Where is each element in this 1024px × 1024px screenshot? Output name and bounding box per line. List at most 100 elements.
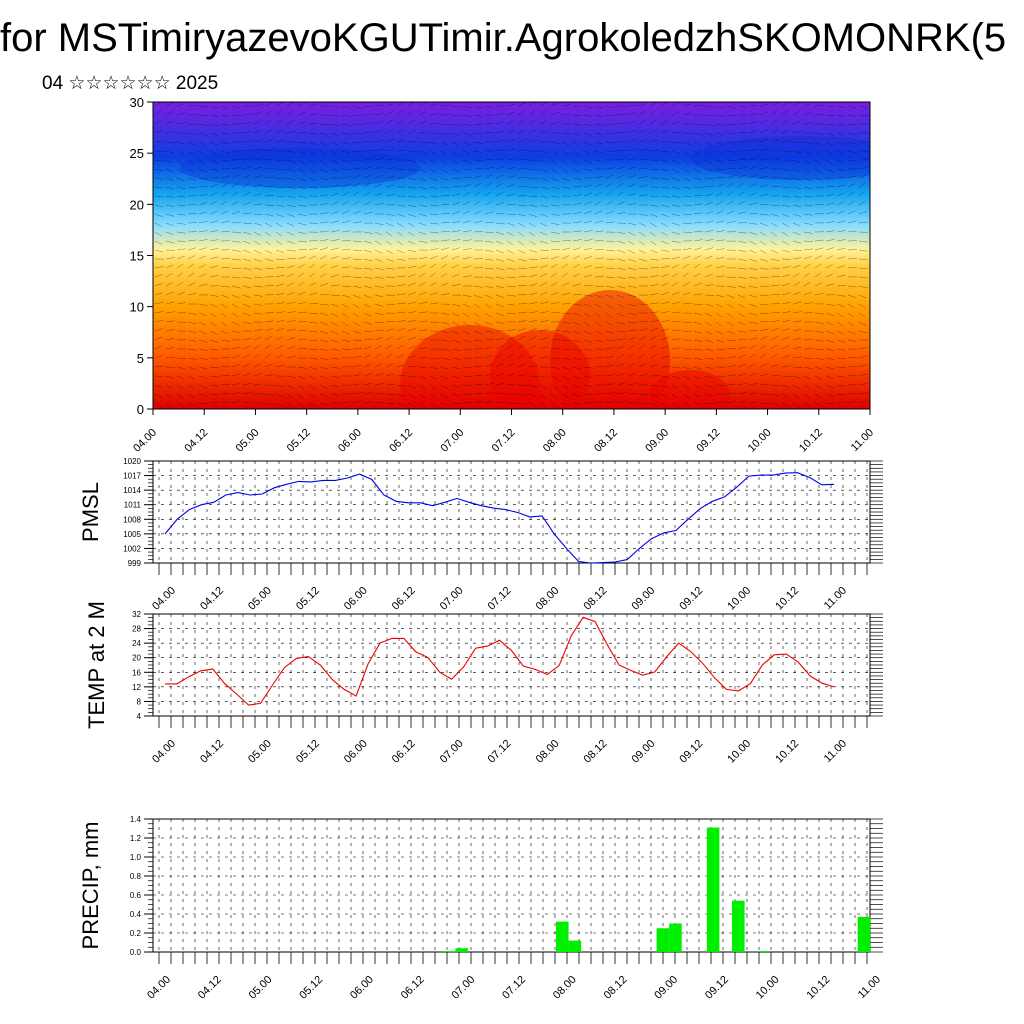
- wind-vectors: [154, 102, 869, 408]
- grid: [153, 613, 870, 717]
- x-tick-label: 10.12: [797, 427, 825, 455]
- x-tick-label: 04.12: [196, 974, 224, 1002]
- x-tick-label: 09.12: [703, 974, 731, 1002]
- x-tick-label: 05.00: [247, 974, 275, 1002]
- y-tick-label: 20: [132, 654, 141, 663]
- x-tick-label: 09.00: [643, 427, 671, 455]
- x-tick-label: 06.12: [390, 738, 418, 766]
- x-tick-label: 09.00: [629, 585, 657, 613]
- y-tick-label: 5: [137, 351, 144, 366]
- y-tick-label: 999: [128, 559, 142, 568]
- heatmap-blob: [550, 290, 670, 409]
- x-tick-label: 08.12: [582, 738, 610, 766]
- heatmap-blob: [490, 330, 590, 409]
- y-tick-label: 16: [132, 668, 141, 677]
- page-subtitle: 04 ☆☆☆☆☆☆ 2025: [42, 73, 219, 94]
- x-tick-label: 07.00: [438, 585, 466, 613]
- y-tick-label: 1020: [123, 457, 141, 466]
- y-tick-label: 1008: [123, 515, 141, 524]
- y-tick-label: 28: [132, 625, 141, 634]
- heatmap-blob: [650, 370, 730, 409]
- y-axis-title: TEMP at 2 M: [84, 601, 109, 729]
- x-tick-label: 06.12: [399, 974, 427, 1002]
- x-tick-label: 09.12: [695, 427, 723, 455]
- precip-bar: [656, 928, 670, 952]
- y-tick-label: 4: [137, 712, 142, 721]
- temperature-chart: 4 8 12 16 20 24 28 32 04.00 04.12 05.00 05.12 06.00 0…: [84, 601, 883, 766]
- y-tick-label: 1005: [123, 530, 141, 539]
- y-tick-label: 1.4: [130, 815, 142, 824]
- y-tick-label: 1002: [123, 544, 141, 553]
- x-tick-label: 05.00: [246, 585, 274, 613]
- x-tick-label: 05.12: [297, 974, 325, 1002]
- x-tick-label: 09.12: [677, 738, 705, 766]
- pmsl-chart: 999 1002 1005 1008 1011 1014 1017 1020 04.00 04.1…: [78, 457, 883, 613]
- x-tick-label: 09.00: [652, 974, 680, 1002]
- precipitation-chart: 0.0 0.2 0.4 0.6 0.8 1.0 1.2 1.4 04.00 04.12 05.00 0…: [78, 815, 883, 1002]
- x-tick-label: 08.12: [582, 585, 610, 613]
- x-tick-label: 08.00: [534, 738, 562, 766]
- heatmap-blob: [400, 325, 540, 409]
- x-tick-label: 07.00: [438, 738, 466, 766]
- y-tick-label: 0.6: [130, 891, 142, 900]
- x-tick-label: 06.12: [390, 585, 418, 613]
- x-tick-label: 06.00: [348, 974, 376, 1002]
- y-tick-label: 32: [132, 610, 141, 619]
- y-tick-label: 12: [132, 683, 141, 692]
- x-tick-label: 10.12: [804, 974, 832, 1002]
- x-tick-label: 05.12: [294, 738, 322, 766]
- precip-bar: [568, 940, 582, 952]
- y-axis-title: PMSL: [78, 482, 103, 542]
- x-tick-label: 06.00: [342, 738, 370, 766]
- x-tick-label: 04.12: [198, 738, 226, 766]
- x-tick-label: 04.00: [145, 974, 173, 1002]
- precip-bar: [556, 921, 569, 952]
- x-tick-label: 08.12: [602, 974, 630, 1002]
- series-line: [164, 472, 835, 564]
- x-tick-label: 07.12: [486, 585, 514, 613]
- y-tick-label: 0.2: [130, 929, 142, 938]
- x-tick-label: 07.00: [438, 427, 466, 455]
- x-tick-label: 10.12: [773, 738, 801, 766]
- x-tick-label: 11.00: [822, 738, 849, 765]
- heatmap-body: [153, 102, 870, 409]
- precip-bar: [455, 948, 468, 952]
- precip-bar: [757, 951, 770, 952]
- y-tick-label: 1.0: [130, 853, 142, 862]
- x-tick-label: 07.00: [449, 974, 477, 1002]
- x-tick-label: 05.00: [246, 738, 274, 766]
- x-tick-label: 04.12: [182, 427, 210, 455]
- y-tick-label: 1017: [123, 472, 141, 481]
- x-tick-label: 07.12: [486, 738, 514, 766]
- x-tick-label: 08.00: [551, 974, 579, 1002]
- x-tick-label: 11.00: [856, 974, 883, 1001]
- x-tick-label: 05.00: [234, 427, 262, 455]
- x-tick-label: 04.00: [131, 427, 159, 455]
- x-tick-label: 06.00: [336, 427, 364, 455]
- y-tick-label: 15: [130, 249, 144, 264]
- y-tick-label: 10: [130, 300, 144, 315]
- heatmap-blob: [180, 148, 420, 188]
- x-tick-label: 08.00: [541, 427, 569, 455]
- x-tick-label: 04.00: [150, 585, 178, 613]
- heatmap-field: [153, 102, 870, 409]
- grid: [153, 460, 870, 564]
- page-title: for MSTimiryazevoKGUTimir.AgrokoledzhSKO…: [0, 16, 1007, 60]
- x-tick-label: 07.12: [500, 974, 528, 1002]
- y-tick-label: 0: [137, 402, 144, 417]
- precip-bar: [857, 916, 871, 952]
- x-tick-label: 10.12: [773, 585, 801, 613]
- heatmap-blob: [690, 136, 870, 180]
- y-tick-label: 25: [130, 146, 144, 161]
- y-tick-label: 1.2: [130, 834, 142, 843]
- x-tick-label: 04.00: [150, 738, 178, 766]
- precip-bar: [442, 951, 456, 952]
- x-tick-label: 04.12: [198, 585, 226, 613]
- y-tick-label: 0.0: [130, 948, 142, 957]
- x-tick-label: 11.00: [822, 585, 849, 612]
- y-tick-label: 8: [137, 697, 142, 706]
- x-tick-label: 10.00: [754, 974, 782, 1002]
- y-tick-label: 20: [130, 197, 144, 212]
- series-line: [165, 616, 835, 706]
